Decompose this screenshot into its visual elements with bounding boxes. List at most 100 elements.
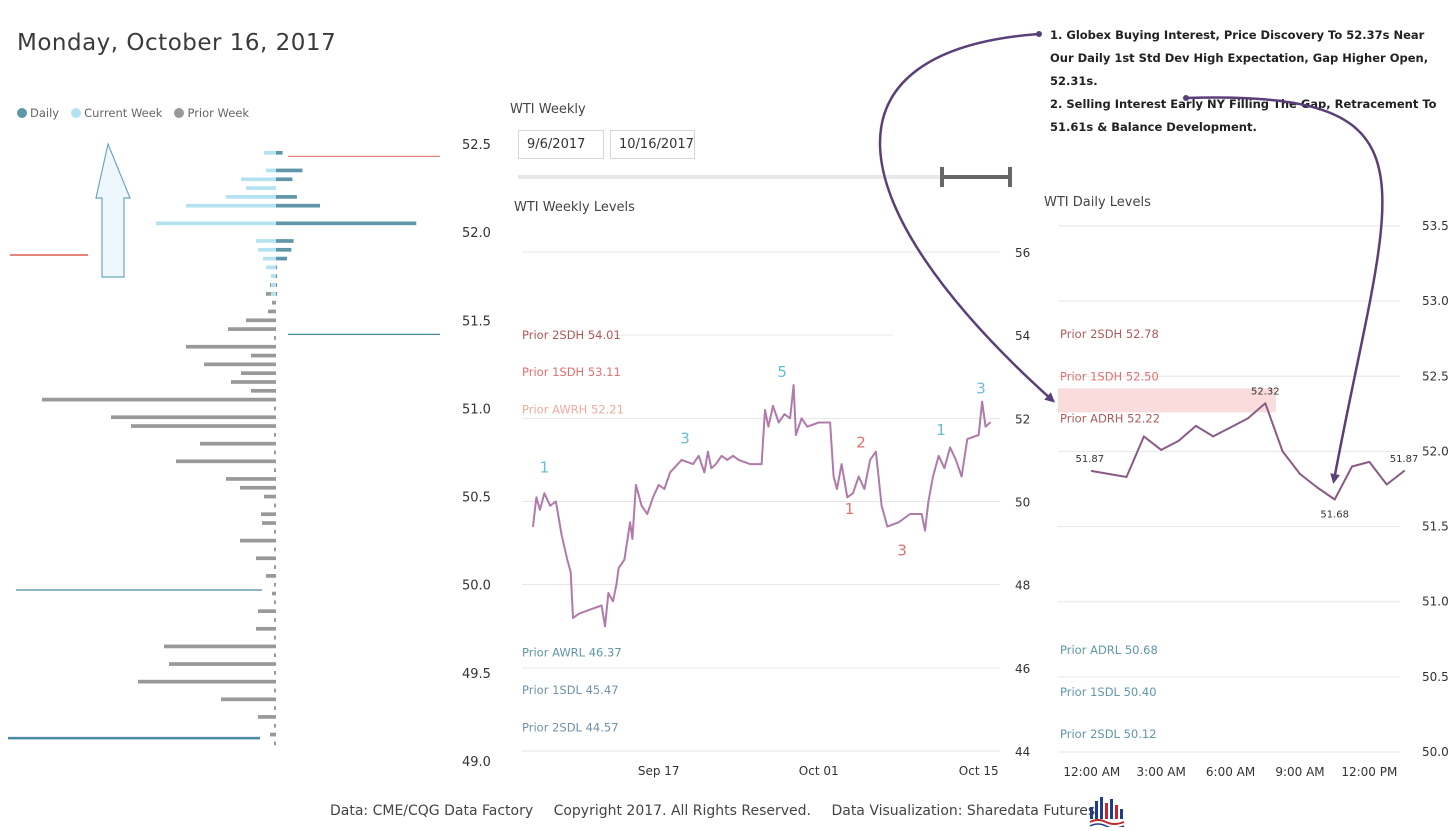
profile-bar-prior-week — [256, 556, 276, 561]
weekly-price-point — [943, 467, 946, 470]
daily-point-label: 51.87 — [1075, 454, 1104, 465]
date-end-input[interactable]: 10/16/2017 — [610, 130, 695, 159]
daily-level-label: Prior ADRL 50.68 — [1060, 643, 1158, 657]
profile-bar-prior-week — [256, 626, 276, 631]
weekly-price-point — [764, 409, 766, 411]
profile-bar-current-week — [241, 177, 276, 182]
legend-label-current-week: Current Week — [84, 106, 163, 120]
profile-bar-prior-week — [274, 468, 276, 472]
weekly-price-point — [777, 421, 780, 424]
profile-bar-daily — [276, 195, 297, 199]
daily-price-point — [1194, 424, 1197, 427]
weekly-price-point — [832, 475, 835, 478]
daily-price-point — [1403, 469, 1406, 472]
profile-bar-daily — [276, 150, 283, 155]
weekly-price-point — [549, 504, 551, 507]
weekly-level-label: Prior 1SDH 53.11 — [522, 365, 621, 379]
annotation-line-2: 2. Selling Interest Early NY Filling The… — [1050, 97, 1437, 134]
weekly-price-point — [726, 459, 729, 461]
weekly-price-point — [927, 500, 930, 503]
footer-copyright: Copyright 2017. All Rights Reserved. — [553, 803, 811, 819]
weekly-price-point — [737, 459, 740, 461]
weekly-y-tick: 50 — [1015, 496, 1030, 510]
weekly-price-point — [607, 592, 610, 594]
weekly-price-point — [657, 484, 660, 486]
date-range-slider[interactable] — [518, 165, 1018, 189]
weekly-price-point — [984, 425, 987, 428]
legend-dot-prior-week — [174, 108, 185, 118]
profile-bar-prior-week — [246, 318, 276, 323]
weekly-y-tick: 52 — [1015, 412, 1030, 426]
weekly-price-point — [692, 463, 694, 465]
profile-bar-daily — [276, 239, 294, 243]
weekly-price-point — [932, 475, 934, 478]
weekly-level-label: Prior 1SDL 45.47 — [522, 683, 619, 697]
weekly-price-point — [615, 583, 618, 586]
profile-bar-prior-week — [111, 415, 276, 420]
weekly-wave-label: 3 — [680, 429, 690, 447]
legend-item-current-week[interactable]: Current Week — [71, 106, 162, 120]
legend-label-prior-week: Prior Week — [187, 106, 250, 120]
profile-bar-prior-week — [274, 741, 276, 746]
weekly-price-point — [589, 608, 591, 611]
profile-bar-prior-week — [221, 697, 276, 702]
weekly-price-point — [697, 454, 700, 457]
daily-price-point — [1142, 435, 1145, 438]
profile-bar-prior-week — [268, 309, 276, 314]
legend-dot-current-week — [71, 108, 82, 118]
profile-bar-prior-week — [274, 671, 276, 675]
weekly-price-point — [981, 400, 983, 403]
weekly-price-point — [795, 434, 797, 436]
daily-y-tick: 52.5 — [1422, 369, 1449, 383]
legend-item-daily[interactable]: Daily — [17, 106, 59, 120]
legend-dot-daily — [17, 108, 27, 118]
profile-y-tick: 50.0 — [462, 579, 491, 594]
profile-bar-prior-week — [42, 397, 276, 402]
weekly-price-point — [715, 463, 717, 465]
weekly-price-point — [577, 612, 580, 615]
legend-item-prior-week[interactable]: Prior Week — [174, 106, 249, 120]
weekly-price-point — [789, 417, 791, 420]
weekly-price-point — [720, 454, 723, 457]
page-title: Monday, October 16, 2017 — [17, 30, 337, 56]
weekly-price-point — [532, 525, 534, 528]
daily-y-tick: 52.0 — [1422, 444, 1449, 458]
date-start-input[interactable]: 9/6/2017 — [518, 130, 604, 159]
footer-source: Data: CME/CQG Data Factory — [330, 803, 534, 819]
profile-bar-current-week — [263, 256, 276, 261]
profile-y-tick: 49.0 — [462, 755, 491, 770]
weekly-price-point — [960, 475, 963, 478]
profile-bar-prior-week — [274, 433, 276, 437]
daily-price-point — [1281, 450, 1284, 453]
daily-point-label: 51.87 — [1390, 454, 1419, 465]
weekly-wave-label: 5 — [777, 363, 787, 381]
profile-bar-current-week — [271, 283, 276, 287]
weekly-price-point — [539, 509, 541, 511]
profile-bar-current-week — [271, 274, 276, 279]
weekly-price-point — [857, 475, 860, 478]
profile-bar-prior-week — [274, 529, 276, 534]
daily-level-label: Prior 2SDL 50.12 — [1060, 727, 1157, 741]
profile-y-tick: 49.5 — [462, 667, 491, 682]
profile-bar-prior-week — [261, 512, 276, 517]
profile-bar-prior-week — [169, 662, 276, 666]
weekly-level-label: Prior AWRL 46.37 — [522, 645, 622, 659]
weekly-price-point — [760, 463, 763, 465]
profile-bar-daily — [276, 203, 320, 208]
daily-levels-chart: 53.5 53.0 52.5 52.0 51.5 51.0 50.5 50.0 Prior 2S… — [1058, 219, 1449, 779]
weekly-wave-label: 2 — [856, 433, 866, 451]
weekly-price-point — [543, 492, 546, 494]
weekly-wave-label: 1 — [845, 500, 855, 518]
weekly-price-point — [772, 405, 774, 407]
daily-price-point — [1125, 475, 1128, 478]
profile-bar-daily — [276, 168, 303, 173]
weekly-y-tick: 46 — [1015, 662, 1030, 676]
profile-bar-current-week — [266, 168, 276, 173]
weekly-price-point — [966, 438, 969, 440]
daily-price-point — [1177, 439, 1180, 442]
profile-bar-prior-week — [251, 388, 276, 393]
slider-end-handle[interactable] — [1008, 167, 1012, 187]
slider-start-handle[interactable] — [940, 167, 944, 187]
profile-bar-prior-week — [274, 653, 276, 658]
weekly-x-tick: Sep 17 — [638, 764, 680, 778]
